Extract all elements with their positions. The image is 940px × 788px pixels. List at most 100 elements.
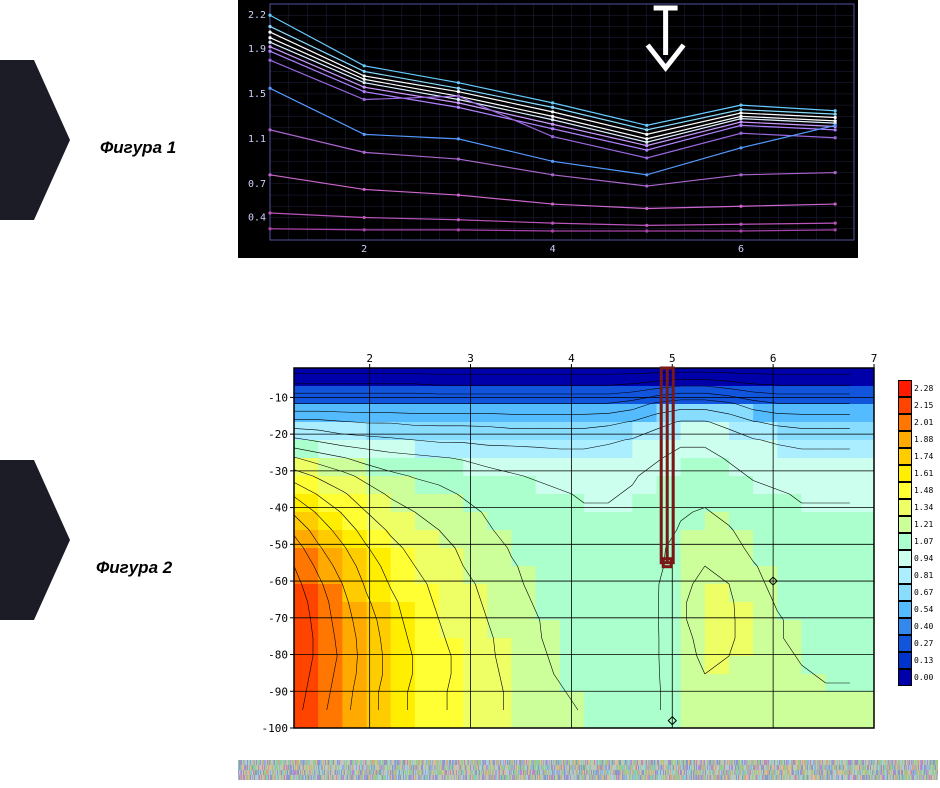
y-tick-label: 2.2: [248, 10, 266, 21]
series-marker: [457, 90, 460, 93]
x-tick-label: 2: [366, 352, 373, 365]
legend-entry: 0.13: [898, 652, 938, 669]
series-marker: [551, 222, 554, 225]
series-marker: [739, 223, 742, 226]
series-marker: [551, 160, 554, 163]
series-marker: [739, 205, 742, 208]
series-marker: [363, 188, 366, 191]
series-marker: [834, 222, 837, 225]
series-marker: [457, 218, 460, 221]
y-tick-label: -30: [268, 465, 288, 478]
series-marker: [645, 137, 648, 140]
legend-value: 0.54: [914, 601, 933, 618]
legend-value: 0.67: [914, 584, 933, 601]
y-tick-label: 1.9: [248, 44, 266, 55]
series-marker: [363, 70, 366, 73]
series-marker: [551, 115, 554, 118]
legend-entry: 0.94: [898, 550, 938, 567]
series-marker: [834, 124, 837, 127]
series-marker: [363, 98, 366, 101]
series-marker: [457, 101, 460, 104]
series-marker: [645, 148, 648, 151]
series-marker: [457, 87, 460, 90]
series-marker: [268, 36, 271, 39]
legend-entry: 0.54: [898, 601, 938, 618]
series-marker: [268, 227, 271, 230]
series-marker: [551, 173, 554, 176]
series-marker: [363, 64, 366, 67]
legend-entry: 0.00: [898, 669, 938, 686]
y-tick-label: -100: [262, 722, 289, 735]
legend-entry: 0.81: [898, 567, 938, 584]
legend-value: 0.94: [914, 550, 933, 567]
series-marker: [834, 228, 837, 231]
series-marker: [268, 50, 271, 53]
x-tick-label: 7: [871, 352, 878, 365]
series-marker: [551, 110, 554, 113]
y-tick-label: 0.7: [248, 179, 266, 190]
chevron-marker-1: [0, 60, 70, 220]
series-marker: [268, 87, 271, 90]
series-marker: [645, 128, 648, 131]
series-marker: [645, 141, 648, 144]
legend-value: 1.74: [914, 448, 933, 465]
legend-entry: 1.07: [898, 533, 938, 550]
contour-heatmap: 234567-10-20-30-40-50-60-70-80-90-100 2.…: [238, 340, 938, 740]
legend-value: 0.81: [914, 567, 933, 584]
noise-strip: [238, 760, 938, 780]
legend-value: 1.61: [914, 465, 933, 482]
series-marker: [268, 59, 271, 62]
series-marker: [739, 104, 742, 107]
series-marker: [834, 171, 837, 174]
series-marker: [739, 132, 742, 135]
legend-entry: 2.15: [898, 397, 938, 414]
series-marker: [739, 173, 742, 176]
series-marker: [457, 137, 460, 140]
series-marker: [739, 124, 742, 127]
series-marker: [268, 14, 271, 17]
line-chart: 0.40.71.11.51.92.2246: [238, 0, 858, 258]
y-tick-label: -20: [268, 428, 288, 441]
series-marker: [457, 81, 460, 84]
legend-entry: 2.28: [898, 380, 938, 397]
legend-value: 2.15: [914, 397, 933, 414]
legend-entry: 0.27: [898, 635, 938, 652]
figure1-label: Фигура 1: [100, 138, 176, 158]
legend-entry: 1.48: [898, 482, 938, 499]
series-marker: [268, 41, 271, 44]
y-tick-label: 1.5: [248, 89, 266, 100]
series-marker: [363, 133, 366, 136]
series-marker: [834, 202, 837, 205]
series-marker: [363, 216, 366, 219]
series-marker: [645, 124, 648, 127]
series-marker: [551, 106, 554, 109]
series-marker: [457, 228, 460, 231]
series-marker: [645, 133, 648, 136]
series-marker: [645, 156, 648, 159]
legend-value: 1.07: [914, 533, 933, 550]
series-marker: [457, 106, 460, 109]
series-marker: [645, 224, 648, 227]
series-marker: [363, 81, 366, 84]
x-tick-label: 5: [669, 352, 676, 365]
y-tick-label: 0.4: [248, 213, 266, 224]
color-legend: 2.282.152.011.881.741.611.481.341.211.07…: [898, 380, 938, 686]
series-marker: [457, 193, 460, 196]
legend-value: 1.48: [914, 482, 933, 499]
legend-value: 1.21: [914, 516, 933, 533]
series-marker: [739, 146, 742, 149]
x-tick-label: 6: [738, 244, 744, 255]
legend-value: 0.00: [914, 669, 933, 686]
legend-value: 1.88: [914, 431, 933, 448]
series-marker: [268, 30, 271, 33]
series-marker: [834, 128, 837, 131]
x-tick-label: 4: [568, 352, 575, 365]
legend-entry: 1.34: [898, 499, 938, 516]
series-marker: [739, 229, 742, 232]
series-marker: [739, 117, 742, 120]
legend-entry: 1.88: [898, 431, 938, 448]
series-marker: [268, 128, 271, 131]
series-marker: [363, 78, 366, 81]
series-marker: [268, 173, 271, 176]
y-tick-label: 1.1: [248, 134, 266, 145]
